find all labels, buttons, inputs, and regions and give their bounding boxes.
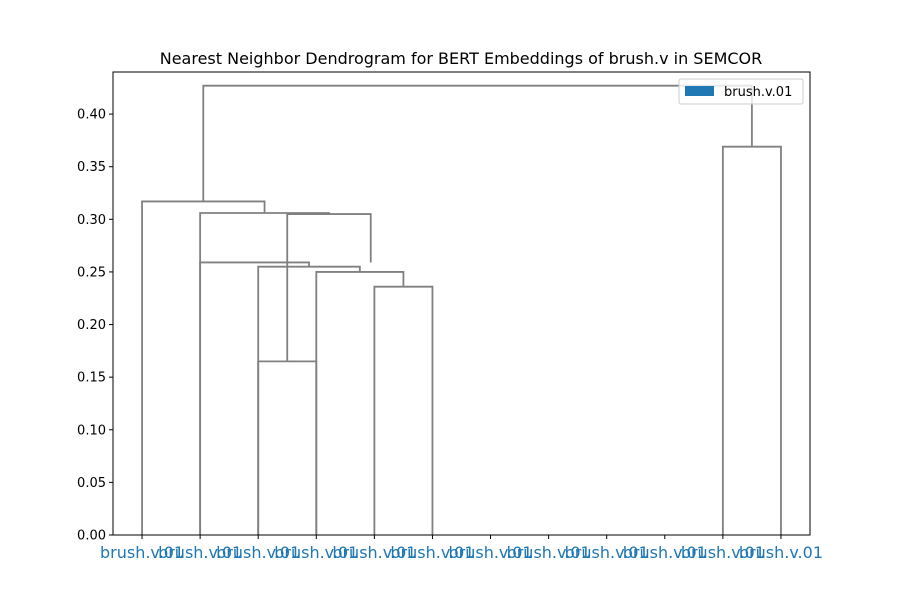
y-tick-label: 0.20: [77, 318, 106, 333]
leaf-label: brush.v.01: [448, 543, 532, 562]
leaf-label: brush.v.01: [274, 543, 358, 562]
dendrogram-link: [286, 213, 372, 362]
leaf-label: brush.v.01: [681, 543, 765, 562]
dendrogram-link: [721, 145, 782, 535]
leaf-label: brush.v.01: [158, 543, 242, 562]
x-axis: brush.v.01brush.v.01brush.v.01brush.v.01…: [100, 535, 823, 562]
legend: brush.v.01: [678, 78, 804, 105]
y-tick-label: 0.00: [77, 529, 106, 544]
leaf-label: brush.v.01: [739, 543, 823, 562]
dendrogram-link: [315, 271, 405, 535]
y-tick-label: 0.15: [77, 371, 106, 386]
legend-swatch: [685, 86, 714, 96]
leaf-label: brush.v.01: [507, 543, 591, 562]
leaf-label: brush.v.01: [623, 543, 707, 562]
dendrogram-link: [373, 285, 434, 535]
y-tick-label: 0.35: [77, 160, 106, 175]
y-tick-label: 0.25: [77, 265, 106, 280]
dendrogram-link: [199, 261, 310, 535]
y-tick-label: 0.40: [77, 108, 106, 123]
chart-title: Nearest Neighbor Dendrogram for BERT Emb…: [160, 49, 763, 68]
y-tick-label: 0.10: [77, 423, 106, 438]
leaf-label: brush.v.01: [565, 543, 649, 562]
legend-label: brush.v.01: [724, 85, 792, 100]
dendrogram-link: [141, 200, 266, 535]
y-tick-label: 0.30: [77, 213, 106, 228]
dendrogram-link: [202, 84, 753, 202]
legend-box: [678, 78, 804, 105]
dendrogram-links: [141, 84, 782, 535]
y-axis: 0.00 0.05 0.10 0.15 0.20 0.25 0.30 0.35 0.40: [77, 108, 113, 544]
leaf-label: brush.v.01: [100, 543, 184, 562]
y-tick-label: 0.05: [77, 476, 106, 491]
plot-frame: [112, 71, 811, 536]
leaf-label: brush.v.01: [332, 543, 416, 562]
dendrogram-link: [199, 212, 330, 535]
dendrogram-link: [257, 360, 318, 535]
dendrogram-link: [257, 265, 361, 535]
leaf-label: brush.v.01: [390, 543, 474, 562]
leaf-label: brush.v.01: [216, 543, 300, 562]
